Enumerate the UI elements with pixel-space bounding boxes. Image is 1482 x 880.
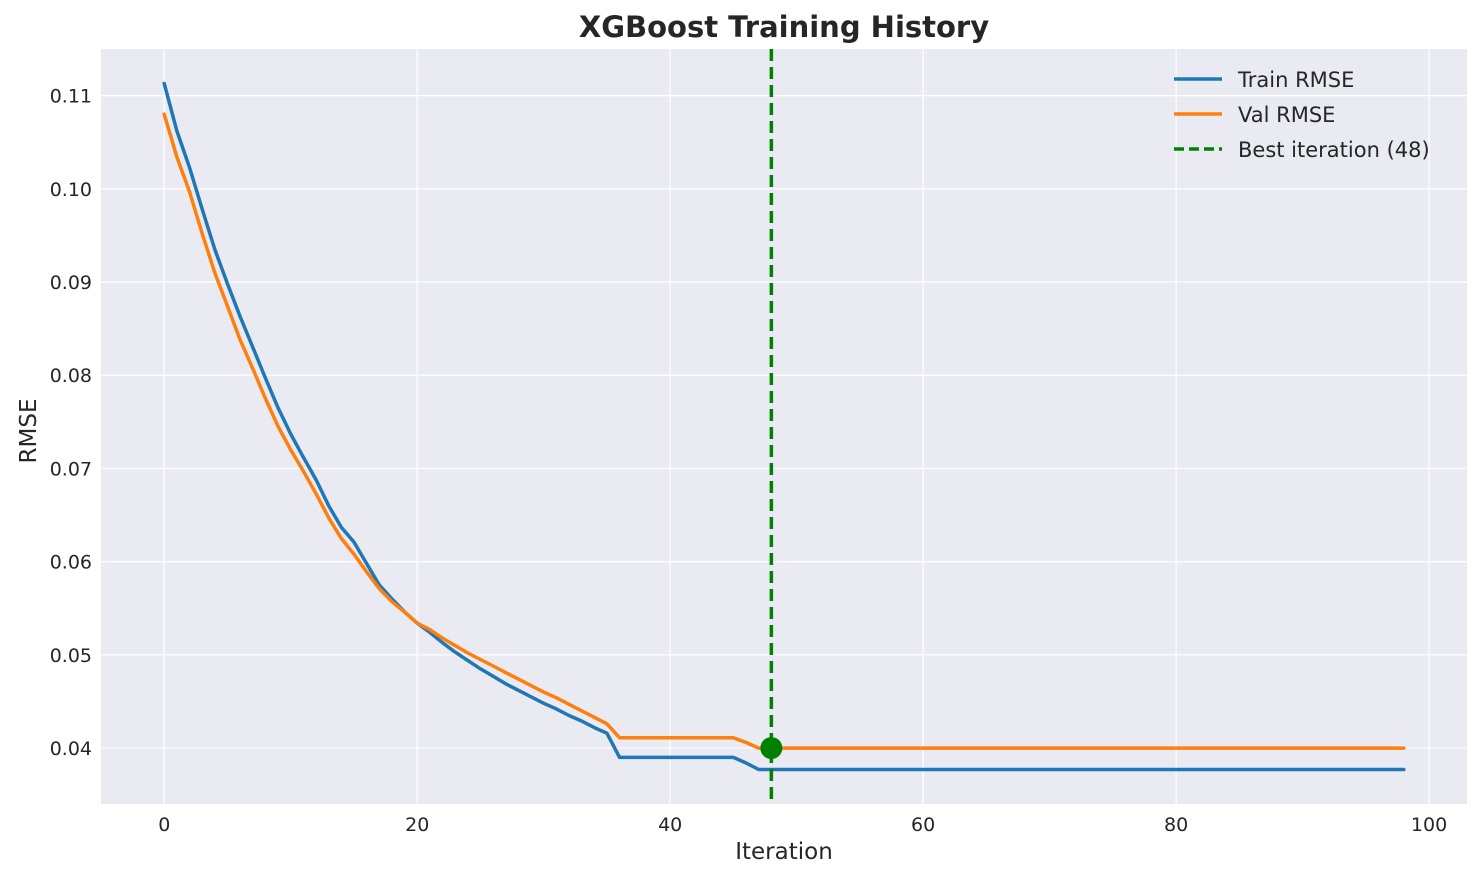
marker-layer: [760, 49, 783, 804]
chart-title: XGBoost Training History: [579, 10, 989, 44]
y-tick-label: 0.09: [50, 272, 92, 294]
y-tick-label: 0.08: [50, 365, 92, 387]
y-tick-label: 0.05: [50, 645, 92, 667]
best-iteration-point: [760, 737, 783, 760]
y-tick-label: 0.11: [50, 86, 92, 108]
legend-label-train: Train RMSE: [1237, 68, 1354, 92]
x-tick-labels: 0 20 40 60 80 100: [158, 814, 1447, 836]
y-tick-label: 0.07: [50, 458, 92, 480]
legend-label-best: Best iteration (48): [1238, 138, 1430, 162]
legend-label-val: Val RMSE: [1238, 103, 1335, 127]
x-tick-label: 20: [405, 814, 429, 836]
x-axis-label: Iteration: [735, 839, 833, 865]
y-tick-label: 0.10: [50, 179, 92, 201]
val-rmse-line: [162, 112, 1406, 750]
plot-area: [101, 49, 1467, 804]
x-tick-label: 40: [658, 814, 682, 836]
y-tick-label: 0.04: [50, 738, 92, 760]
x-tick-label: 60: [911, 814, 935, 836]
legend: Train RMSE Val RMSE Best iteration (48): [1174, 68, 1430, 162]
series-layer: [162, 81, 1406, 772]
y-tick-labels: 0.04 0.05 0.06 0.07 0.08 0.09 0.10 0.11: [50, 86, 92, 760]
y-axis-label: RMSE: [16, 399, 42, 464]
x-tick-label: 100: [1411, 814, 1447, 836]
x-tick-label: 0: [158, 814, 170, 836]
y-tick-label: 0.06: [50, 552, 92, 574]
grid-lines: [101, 49, 1467, 804]
x-tick-label: 80: [1164, 814, 1188, 836]
